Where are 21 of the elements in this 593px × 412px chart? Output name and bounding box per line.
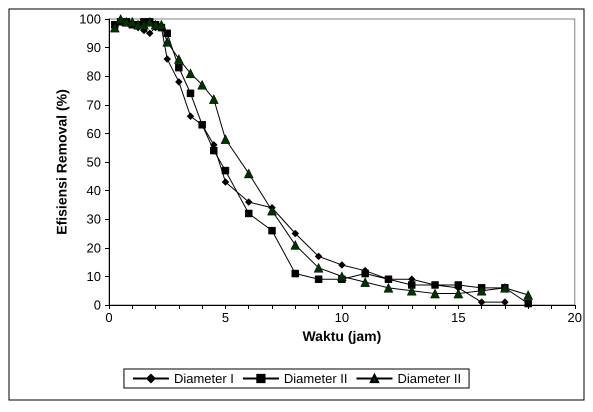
- y-tick-label: 70: [86, 97, 101, 112]
- y-tick-label: 50: [86, 154, 101, 170]
- x-axis-title: Waktu (jam): [302, 328, 382, 344]
- x-tick-label: 10: [334, 310, 350, 325]
- x-tick-label: 5: [222, 310, 230, 325]
- legend-label: Diameter II: [397, 371, 462, 386]
- y-tick-label: 90: [86, 40, 101, 56]
- x-tick-label: 20: [568, 310, 582, 325]
- y-tick-label: 100: [79, 12, 101, 26]
- y-tick-label: 0: [94, 298, 101, 312]
- y-tick-label: 80: [86, 68, 101, 84]
- x-tick-label: 15: [451, 310, 466, 325]
- legend-label: Diameter I: [174, 371, 234, 386]
- y-tick-label: 10: [86, 268, 101, 284]
- y-tick-label: 60: [86, 126, 101, 141]
- y-tick-label: 30: [86, 212, 101, 227]
- legend-label: Diameter II: [284, 371, 348, 386]
- y-tick-label: 40: [86, 183, 101, 198]
- x-tick-label: 0: [105, 310, 113, 325]
- y-axis-title: Efisiensi Removal (%): [53, 89, 70, 235]
- y-tick-label: 20: [86, 240, 101, 256]
